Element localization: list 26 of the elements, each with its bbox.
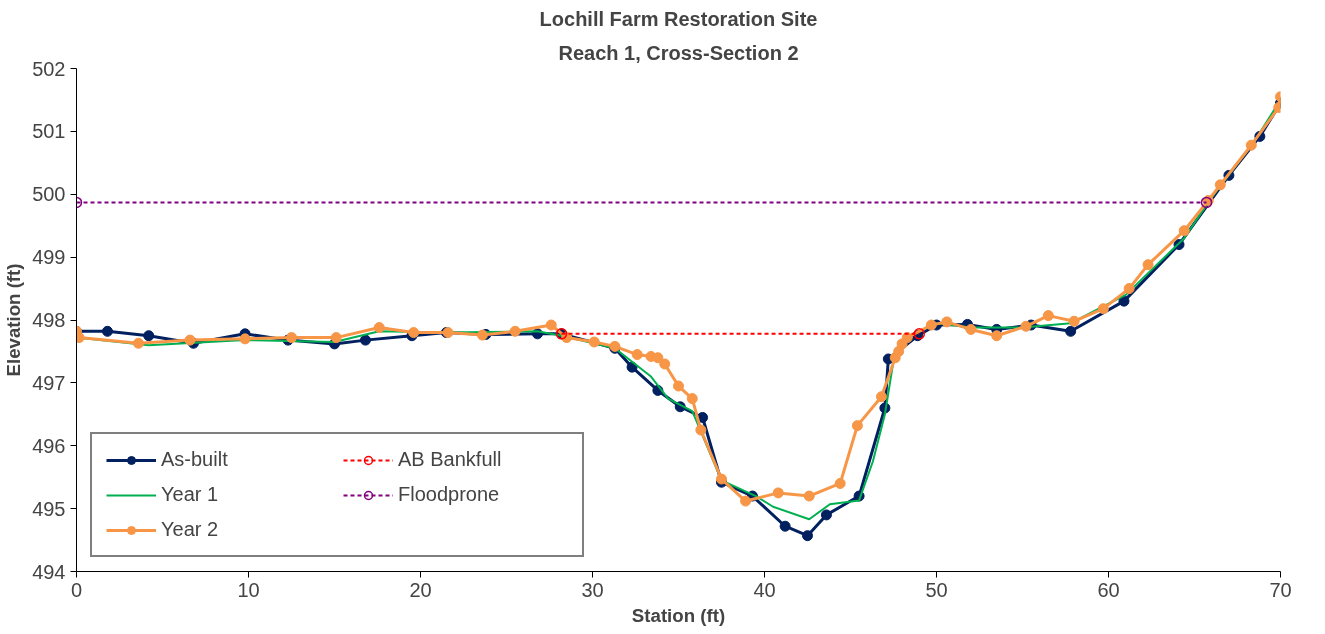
x-tick-label: 50 (925, 578, 948, 601)
x-tick-label: 30 (581, 578, 604, 601)
y-tick-label: 497 (32, 371, 66, 394)
y-tick-label: 494 (32, 560, 66, 583)
x-axis-title: Station (ft) (631, 604, 726, 626)
legend-label: Year 2 (161, 518, 220, 541)
x-tick-label: 0 (70, 578, 83, 601)
x-tick-label: 20 (409, 578, 432, 601)
x-tick-label: 40 (753, 578, 776, 601)
y-axis-title: Elevation (ft) (3, 263, 25, 377)
y-tick-label: 500 (32, 183, 66, 206)
legend-label: Floodprone (398, 483, 501, 506)
y-tick-label: 502 (32, 57, 66, 80)
x-tick-label: 10 (237, 578, 260, 601)
legend-label: Year 1 (161, 483, 220, 506)
chart-title: Lochill Farm Restoration Site (539, 7, 818, 30)
chart-subtitle: Reach 1, Cross-Section 2 (558, 41, 799, 64)
y-tick-label: 498 (32, 309, 66, 331)
y-tick-label: 501 (32, 120, 66, 143)
y-tick-label: 496 (32, 434, 66, 457)
legend-label: As-built (161, 448, 229, 471)
legend-label: AB Bankfull (398, 448, 503, 471)
x-tick-label: 60 (1097, 578, 1120, 601)
y-tick-label: 499 (32, 246, 66, 269)
x-tick-label: 70 (1269, 578, 1292, 601)
y-tick-label: 495 (32, 497, 66, 520)
